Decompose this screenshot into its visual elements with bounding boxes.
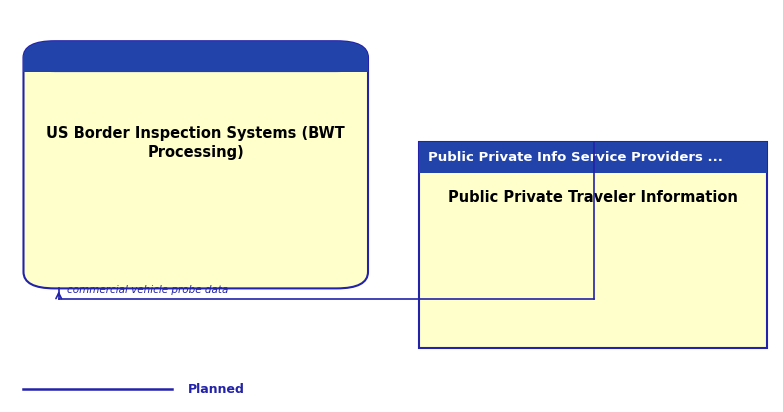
Text: Public Private Traveler Information: Public Private Traveler Information bbox=[448, 190, 738, 204]
FancyBboxPatch shape bbox=[23, 41, 368, 288]
Text: Planned: Planned bbox=[188, 383, 245, 396]
Text: commercial vehicle probe data: commercial vehicle probe data bbox=[67, 285, 228, 295]
Text: Public Private Info Service Providers ...: Public Private Info Service Providers ..… bbox=[428, 151, 723, 164]
Bar bbox=[419, 142, 767, 348]
FancyBboxPatch shape bbox=[23, 41, 368, 72]
Bar bbox=[23, 55, 368, 72]
Bar bbox=[419, 142, 767, 173]
Text: US Border Inspection Systems (BWT
Processing): US Border Inspection Systems (BWT Proces… bbox=[46, 126, 345, 160]
